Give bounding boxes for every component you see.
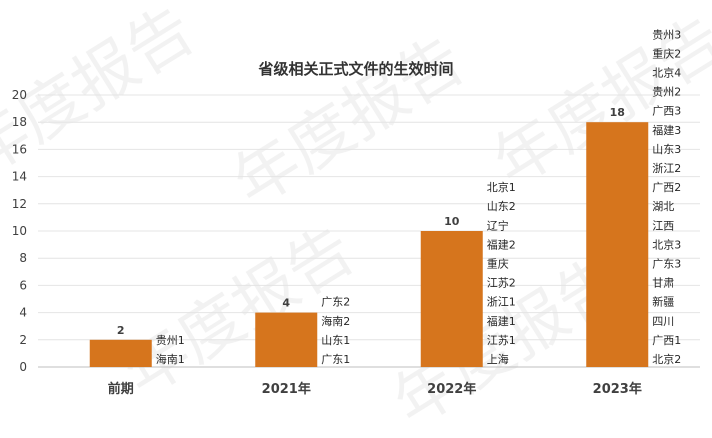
annotation-label: 广西3 — [652, 105, 681, 118]
annotation-label: 北京1 — [487, 180, 516, 194]
y-tick-label: 8 — [19, 251, 27, 265]
annotation-label: 江苏1 — [487, 334, 516, 347]
bar-value-label: 18 — [610, 106, 625, 119]
annotation-label: 福建1 — [487, 314, 516, 328]
annotation-label: 浙江1 — [487, 296, 516, 309]
annotation-label: 广西2 — [652, 181, 681, 194]
annotation-label: 贵州1 — [156, 334, 185, 347]
y-axis: 0 2 4 6 8 10 12 14 16 18 20 — [12, 88, 27, 374]
x-axis: 前期 2021年 2022年 2023年 — [108, 381, 642, 397]
annotation-label: 甘肃 — [652, 277, 674, 290]
annotation-label: 广西1 — [652, 334, 681, 347]
annotation-label: 海南2 — [321, 314, 350, 328]
bar — [89, 339, 152, 367]
x-tick-label: 前期 — [108, 381, 134, 397]
annotation-label: 海南1 — [156, 352, 185, 366]
annotation-label: 山东3 — [652, 143, 681, 156]
annotation-label: 浙江2 — [652, 162, 681, 175]
annotation-label: 重庆 — [487, 257, 509, 271]
bar-value-label: 4 — [282, 297, 290, 310]
y-tick-label: 0 — [19, 360, 27, 374]
annotation-label: 广东3 — [652, 258, 681, 271]
annotation-label: 江苏2 — [487, 277, 516, 290]
bar-value-label: 10 — [444, 215, 460, 228]
annotation-label: 北京3 — [652, 237, 681, 251]
annotation-label: 广东1 — [321, 353, 350, 366]
x-tick-label: 2021年 — [262, 381, 311, 397]
annotation-label: 山东1 — [321, 334, 350, 347]
y-tick-label: 18 — [12, 115, 27, 129]
bar — [420, 231, 483, 367]
annotation-label: 广东2 — [321, 296, 350, 309]
bars — [89, 122, 649, 367]
annotation-label: 贵州3 — [652, 28, 681, 41]
bar-annotations: 海南1 贵州1 广东1 山东1 海南2 广东2 上海 江苏1 福建1 浙江1 江苏2 重庆 福建2 辽宁 山… — [156, 28, 682, 366]
chart-title: 省级相关正式文件的生效时间 — [258, 60, 454, 78]
annotation-label: 贵州2 — [652, 86, 681, 99]
annotation-label: 福建3 — [652, 123, 681, 137]
bar — [255, 312, 318, 367]
annotation-label: 重庆2 — [652, 46, 681, 60]
y-tick-label: 4 — [19, 306, 27, 320]
y-tick-label: 12 — [12, 197, 27, 211]
annotation-label: 福建2 — [487, 237, 516, 251]
bar-value-label: 2 — [117, 324, 125, 337]
x-tick-label: 2022年 — [427, 381, 476, 397]
y-tick-label: 10 — [12, 224, 27, 238]
y-tick-label: 6 — [19, 278, 27, 292]
y-tick-label: 14 — [12, 170, 27, 184]
annotation-label: 北京4 — [652, 66, 681, 80]
annotation-label: 新疆 — [652, 295, 674, 309]
y-tick-label: 20 — [12, 88, 27, 102]
annotation-label: 上海 — [487, 352, 509, 366]
annotation-label: 四川 — [652, 315, 674, 328]
annotation-label: 北京2 — [652, 352, 681, 366]
data-labels: 2 4 10 18 — [117, 106, 625, 337]
annotation-label: 山东2 — [487, 200, 516, 213]
annotation-label: 辽宁 — [487, 218, 509, 232]
annotation-label: 江西 — [652, 219, 674, 232]
watermark-text: 年度报告 — [0, 0, 207, 191]
x-tick-label: 2023年 — [593, 381, 642, 397]
y-tick-label: 2 — [19, 333, 27, 347]
bar — [586, 122, 649, 367]
annotation-label: 湖北 — [652, 200, 674, 213]
y-tick-label: 16 — [12, 142, 27, 156]
